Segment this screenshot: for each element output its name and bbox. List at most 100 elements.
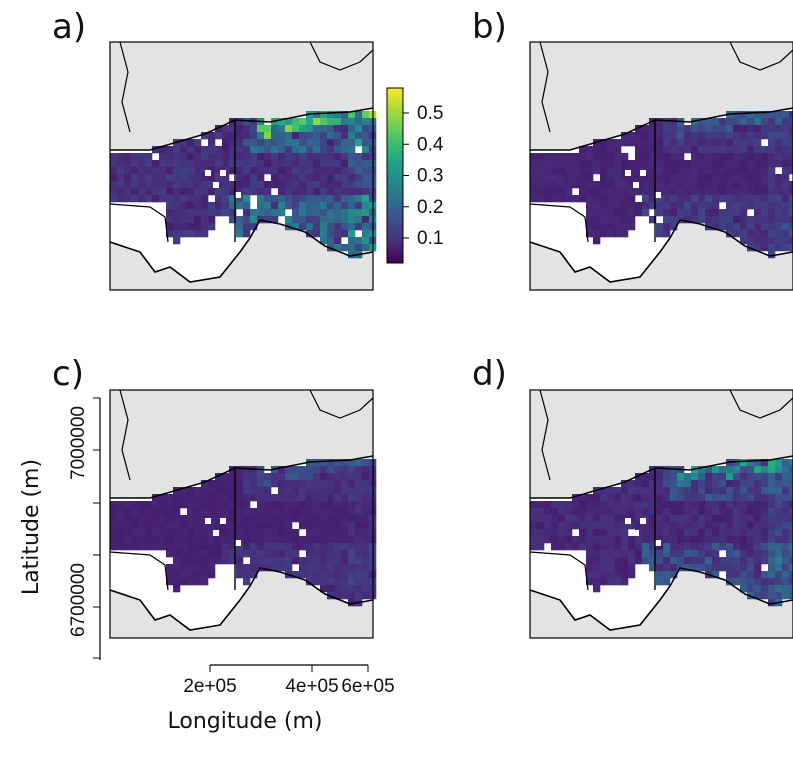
grid-cell [733,571,741,579]
grid-cell [761,181,769,189]
grid-cell [712,466,720,474]
grid-cell [677,146,685,154]
grid-cell [593,508,601,516]
grid-cell [355,473,363,481]
colorbar-tick-label: 0.2 [417,197,443,218]
grid-cell [243,202,251,210]
grid-cell [642,543,650,551]
grid-cell [712,118,720,126]
grid-cell [537,529,545,537]
grid-cell [642,146,650,154]
grid-cell [593,515,601,523]
grid-cell [201,209,209,217]
grid-cell [173,564,181,572]
grid-cell [341,487,349,495]
grid-cell [768,494,776,502]
grid-cell [320,216,328,224]
panel-frame [109,389,374,639]
grid-cell [250,515,258,523]
grid-cell [257,195,265,203]
grid-cell [789,230,793,238]
grid-cell [215,557,223,565]
grid-cell [334,585,342,593]
grid-cell [789,181,793,189]
grid-cell [621,160,629,168]
grid-cell [684,515,692,523]
grid-cell [782,585,790,593]
grid-cell [726,487,734,495]
grid-cell [747,237,755,245]
grid-cell [362,181,370,189]
grid-cell [768,153,776,161]
grid-cell [341,543,349,551]
grid-cell [320,522,328,530]
grid-cell [614,571,622,579]
grid-cell [579,167,587,175]
grid-cell [264,529,272,537]
grid-cell [299,146,307,154]
grid-cell [362,522,370,530]
grid-cell [579,188,587,196]
grid-cell [670,153,678,161]
grid-cell [656,543,664,551]
grid-cell [705,167,713,175]
grid-cell [222,487,230,495]
grid-cell [733,550,741,558]
grid-cell [670,216,678,224]
grid-cell [740,125,748,133]
grid-cell [656,195,664,203]
grid-cell [663,118,671,126]
grid-cell [705,508,713,516]
grid-cell [635,146,643,154]
grid-cell [775,181,783,189]
grid-cell [257,181,265,189]
grid-cell [278,557,286,565]
grid-cell [159,522,167,530]
grid-cell [334,501,342,509]
grid-cell [285,515,293,523]
grid-cell [691,550,699,558]
grid-cell [278,564,286,572]
grid-cell [271,160,279,168]
grid-cell [747,571,755,579]
grid-cell [635,501,643,509]
grid-cell [719,529,727,537]
grid-cell [677,536,685,544]
grid-cell [208,202,216,210]
grid-cell [222,125,230,133]
grid-cell [187,529,195,537]
grid-cell [166,174,174,182]
grid-cell [621,230,629,238]
grid-cell [208,508,216,516]
grid-cell [348,557,356,565]
grid-cell [341,153,349,161]
grid-cell [236,174,244,182]
grid-cell [649,132,657,140]
grid-cell [628,494,636,502]
grid-cell [614,522,622,530]
grid-cell [250,564,258,572]
grid-cell [530,501,538,509]
grid-cell [621,181,629,189]
panel-frame [529,389,793,639]
grid-cell [187,543,195,551]
grid-cell [166,578,174,586]
grid-cell [642,174,650,182]
grid-cell [250,216,258,224]
grid-cell [271,501,279,509]
grid-cell [663,139,671,147]
grid-cell [264,508,272,516]
grid-cell [313,508,321,516]
grid-cell [124,188,132,196]
grid-cell [712,195,720,203]
grid-cell [236,181,244,189]
grid-cell [628,550,636,558]
grid-cell [726,550,734,558]
grid-cell [642,209,650,217]
grid-cell [530,174,538,182]
grid-cell [579,522,587,530]
grid-cell [761,188,769,196]
grid-cell [152,174,160,182]
grid-cell [586,522,594,530]
grid-cell [789,480,793,488]
